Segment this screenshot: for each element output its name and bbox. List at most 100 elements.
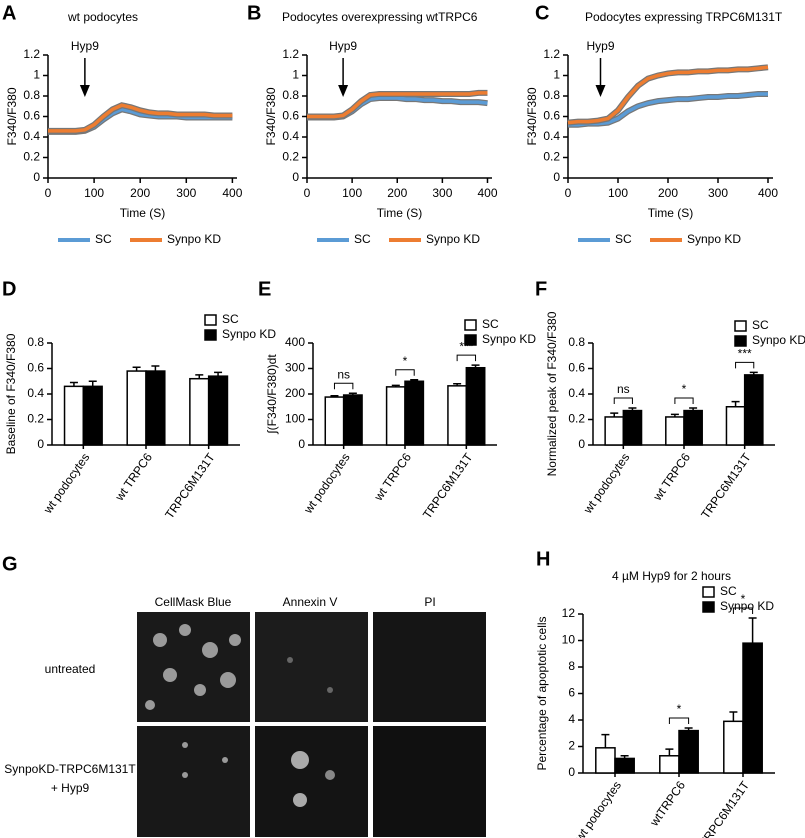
y-tick-label: 0 bbox=[578, 437, 585, 451]
significance-label: * bbox=[741, 592, 746, 606]
significance-label: ns bbox=[337, 367, 350, 381]
bar bbox=[665, 416, 685, 446]
bar bbox=[385, 386, 406, 446]
y-tick-label: 0.6 bbox=[23, 109, 40, 123]
bar bbox=[678, 729, 699, 774]
panel-letter: B bbox=[247, 2, 261, 24]
panel-letter: F bbox=[535, 278, 547, 300]
micrograph bbox=[137, 612, 250, 722]
y-tick-label: 6 bbox=[568, 686, 575, 700]
series-line bbox=[568, 92, 768, 127]
legend-label: Synpo KD bbox=[687, 232, 741, 246]
bar bbox=[189, 377, 210, 446]
bar bbox=[145, 370, 166, 446]
error-bar bbox=[410, 378, 419, 382]
chart-title: Podocytes expressing TRPC6M131T bbox=[585, 10, 783, 24]
error-bar bbox=[610, 412, 619, 417]
y-tick-label: 8 bbox=[568, 659, 575, 673]
x-tick-label: 300 bbox=[176, 186, 196, 200]
y-tick-label: 0.4 bbox=[282, 129, 299, 143]
y-tick-label: 4 bbox=[568, 712, 575, 726]
legend-label: SC bbox=[720, 584, 737, 598]
panel-letter: C bbox=[535, 2, 549, 24]
x-tick-label: 100 bbox=[84, 186, 104, 200]
x-tick-label: 400 bbox=[758, 186, 778, 200]
bar bbox=[743, 374, 764, 446]
y-tick-label: 0 bbox=[553, 170, 560, 184]
legend-swatch bbox=[464, 334, 477, 346]
y-tick-label: 0.8 bbox=[23, 88, 40, 102]
error-bar bbox=[620, 755, 629, 759]
legend-label: SC bbox=[95, 232, 112, 246]
x-tick-label: 0 bbox=[304, 186, 311, 200]
legend-swatch bbox=[204, 329, 217, 341]
error-bar bbox=[151, 365, 160, 372]
error-bar bbox=[391, 384, 400, 387]
y-tick-label: 0.2 bbox=[27, 412, 44, 426]
bar bbox=[725, 406, 746, 446]
significance-bracket bbox=[333, 382, 354, 390]
bar bbox=[404, 380, 425, 446]
series-line bbox=[307, 91, 488, 119]
series-line bbox=[48, 103, 233, 133]
bar bbox=[622, 409, 643, 446]
chart-title: 4 µM Hyp9 for 2 hours bbox=[612, 569, 731, 583]
legend-label: SC bbox=[615, 232, 632, 246]
column-label: Annexin V bbox=[283, 595, 338, 609]
y-tick-label: 200 bbox=[285, 386, 305, 400]
x-tick-label: wt TRPC6 bbox=[650, 450, 693, 504]
legend-swatch bbox=[464, 319, 477, 331]
y-tick-label: 0 bbox=[292, 170, 299, 184]
chart-title: wt podocytes bbox=[67, 10, 138, 24]
bar bbox=[683, 409, 703, 446]
y-tick-label: 0.2 bbox=[282, 150, 299, 164]
legend-swatch bbox=[204, 314, 217, 326]
y-tick-label: 0.4 bbox=[23, 129, 40, 143]
error-bar bbox=[330, 395, 339, 398]
y-tick-label: 1 bbox=[553, 68, 560, 82]
error-bar bbox=[689, 407, 698, 411]
annotation: Hyp9 bbox=[71, 39, 99, 53]
error-bar bbox=[132, 366, 141, 372]
y-tick-label: 0.6 bbox=[282, 109, 299, 123]
x-tick-label: 100 bbox=[342, 186, 362, 200]
error-bar bbox=[665, 748, 674, 756]
significance-bracket bbox=[732, 607, 754, 614]
row-label: untreated bbox=[45, 662, 96, 676]
significance-label: * bbox=[677, 702, 682, 716]
bar bbox=[465, 366, 486, 446]
y-tick-label: 0.2 bbox=[568, 412, 585, 426]
x-tick-label: wt podocytes bbox=[572, 779, 624, 838]
y-tick-label: 1.2 bbox=[282, 47, 299, 61]
x-axis-label: Time (S) bbox=[648, 206, 694, 220]
bar bbox=[595, 747, 616, 774]
x-tick-label: 100 bbox=[608, 186, 628, 200]
x-tick-label: TRPC6M131T bbox=[698, 450, 754, 521]
x-tick-label: wt TRPC6 bbox=[371, 450, 414, 504]
panel-letter: D bbox=[2, 278, 16, 300]
x-tick-label: 400 bbox=[222, 186, 242, 200]
y-tick-label: 0.6 bbox=[27, 361, 44, 375]
panel-letter: A bbox=[2, 2, 16, 24]
y-axis-label: Normalized peak of F340/F380 bbox=[545, 311, 559, 476]
row-label: + Hyp9 bbox=[51, 781, 90, 795]
series-line bbox=[567, 65, 769, 125]
x-tick-label: wt podocytes bbox=[40, 451, 92, 517]
micrograph bbox=[137, 726, 250, 837]
micrograph bbox=[255, 726, 368, 837]
error-bar bbox=[88, 380, 97, 387]
x-tick-label: 200 bbox=[130, 186, 150, 200]
y-tick-label: 100 bbox=[285, 412, 305, 426]
y-tick-label: 10 bbox=[562, 633, 576, 647]
legend-label: Synpo KD bbox=[482, 332, 536, 346]
error-bar bbox=[684, 727, 693, 731]
significance-label: * bbox=[403, 354, 408, 368]
y-tick-label: 0 bbox=[33, 170, 40, 184]
y-tick-label: 0.4 bbox=[568, 386, 585, 400]
y-axis-label: Percentage of apoptotic cells bbox=[535, 616, 549, 770]
micrograph bbox=[255, 612, 368, 722]
bar bbox=[614, 757, 635, 774]
y-tick-label: 0.6 bbox=[568, 361, 585, 375]
error-bar bbox=[749, 371, 758, 375]
y-tick-label: 0 bbox=[568, 765, 575, 779]
